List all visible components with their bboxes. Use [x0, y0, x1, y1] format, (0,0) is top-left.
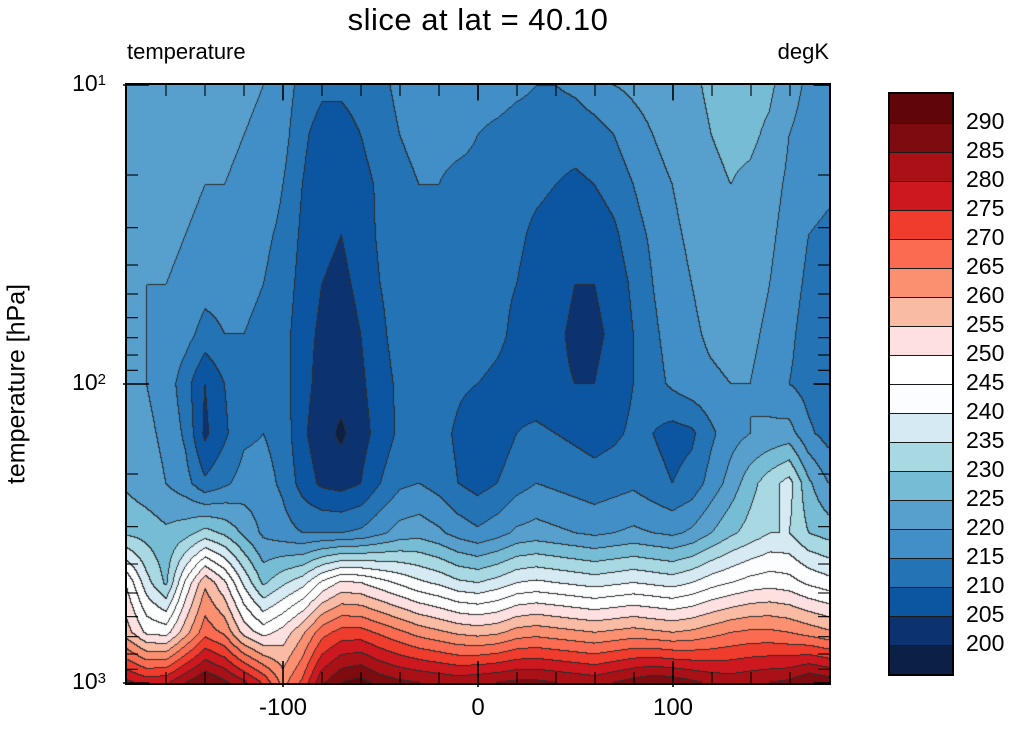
colorbar-segment: [890, 123, 952, 152]
colorbar-segment: [890, 326, 952, 355]
units-label: degK: [777, 39, 829, 64]
colorbar-tick-label: 210: [966, 572, 1005, 598]
y-tick-label: 101: [72, 70, 106, 96]
colorbar-segment: [890, 94, 952, 123]
colorbar-tick-label: 225: [966, 485, 1005, 511]
colorbar-tick-label: 245: [966, 369, 1005, 395]
x-tick-label: 0: [471, 694, 485, 721]
colorbar-segment: [890, 239, 952, 268]
colorbar-tick-label: 265: [966, 253, 1005, 279]
colorbar-tick-label: 280: [966, 166, 1005, 192]
colorbar-segment: [890, 558, 952, 587]
colorbar-tick-label: 290: [966, 108, 1005, 134]
colorbar-segment: [890, 152, 952, 181]
colorbar-segment: [890, 181, 952, 210]
colorbar-tick-label: 220: [966, 514, 1005, 540]
colorbar-tick-label: 260: [966, 282, 1005, 308]
colorbar-segment: [890, 384, 952, 413]
colorbar: [888, 92, 954, 676]
colorbar-segment: [890, 587, 952, 616]
x-tick-label: -100: [258, 694, 308, 721]
colorbar-tick-label: 230: [966, 456, 1005, 482]
colorbar-segment: [890, 210, 952, 239]
colorbar-segment: [890, 500, 952, 529]
contour-plot-canvas: [127, 85, 829, 683]
colorbar-segment: [890, 645, 952, 674]
y-tick-label: 102: [72, 369, 106, 395]
colorbar-tick-label: 240: [966, 398, 1005, 424]
colorbar-segment: [890, 297, 952, 326]
colorbar-segment: [890, 355, 952, 384]
colorbar-segment: [890, 442, 952, 471]
field-name-label: temperature: [127, 39, 246, 64]
colorbar-segment: [890, 529, 952, 558]
colorbar-tick-label: 250: [966, 340, 1005, 366]
colorbar-segment: [890, 413, 952, 442]
colorbar-tick-label: 275: [966, 195, 1005, 221]
colorbar-segment: [890, 268, 952, 297]
colorbar-tick-label: 200: [966, 630, 1005, 656]
colorbar-tick-label: 235: [966, 427, 1005, 453]
colorbar-tick-label: 285: [966, 137, 1005, 163]
colorbar-tick-label: 215: [966, 543, 1005, 569]
colorbar-tick-label: 270: [966, 224, 1005, 250]
plot-title: slice at lat = 40.10: [347, 2, 609, 37]
colorbar-segment: [890, 471, 952, 500]
y-tick-label: 103: [72, 668, 106, 694]
x-tick-label: 100: [652, 694, 694, 721]
colorbar-segment: [890, 616, 952, 645]
colorbar-tick-label: 205: [966, 601, 1005, 627]
colorbar-tick-label: 255: [966, 311, 1005, 337]
